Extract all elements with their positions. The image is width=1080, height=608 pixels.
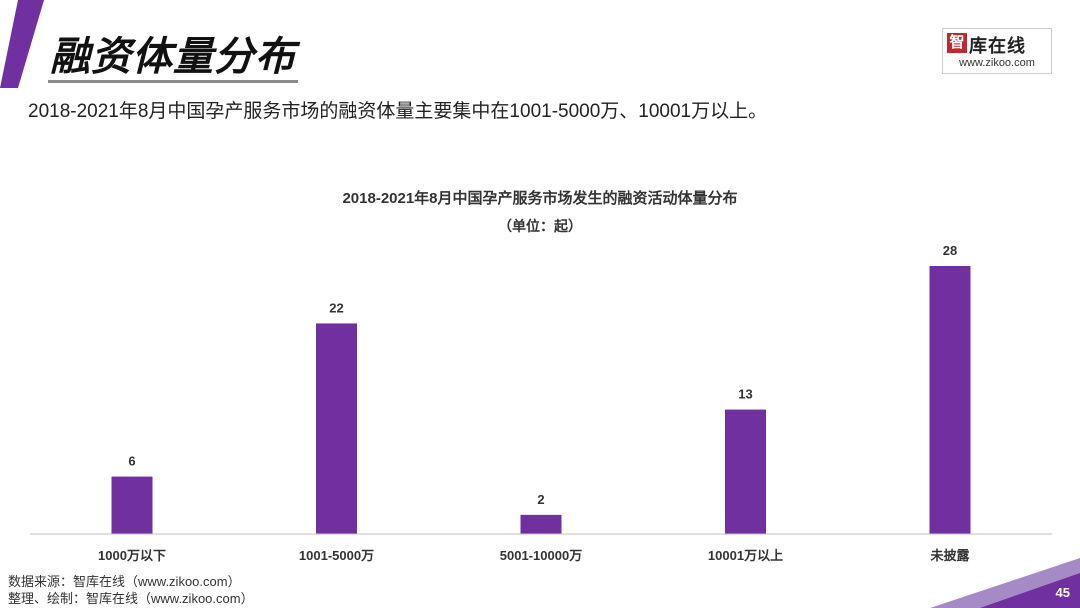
footer-made-by: 整理、绘制：智库在线（www.zikoo.com） [8,591,254,606]
bar-2 [316,323,357,534]
logo: 智 库在线 www.zikoo.com [942,28,1052,74]
category-label-3: 5001-10000万 [500,548,582,563]
data-label-5: 28 [943,243,957,258]
data-label-4: 13 [738,387,752,402]
page-title: 融资体量分布 [50,35,296,79]
accent-stripe [0,0,44,88]
category-label-5: 未披露 [929,548,970,563]
bar-1 [111,476,153,534]
title-underline [48,80,298,83]
data-label-3: 2 [537,492,544,507]
logo-url: www.zikoo.com [959,57,1035,69]
bar-4 [725,409,766,534]
bar-5 [929,266,971,534]
footer-source: 数据来源：智库在线（www.zikoo.com） [8,574,241,589]
page-number: 45 [1055,585,1070,600]
category-label-4: 10001万以上 [708,548,783,563]
chart-subtitle: （单位：起） [498,218,582,234]
bar-3 [520,514,562,534]
logo-mark: 智 [947,33,967,53]
corner-decoration [930,558,1080,608]
page-subtitle: 2018-2021年8月中国孕产服务市场的融资体量主要集中在1001-5000万… [28,101,768,122]
data-label-1: 6 [128,454,135,469]
category-label-2: 1001-5000万 [299,548,374,563]
chart-title: 2018-2021年8月中国孕产服务市场发生的融资活动体量分布 [342,189,737,207]
logo-name: 库在线 [969,36,1026,56]
category-label-1: 1000万以下 [98,548,166,563]
data-label-2: 22 [329,300,343,315]
